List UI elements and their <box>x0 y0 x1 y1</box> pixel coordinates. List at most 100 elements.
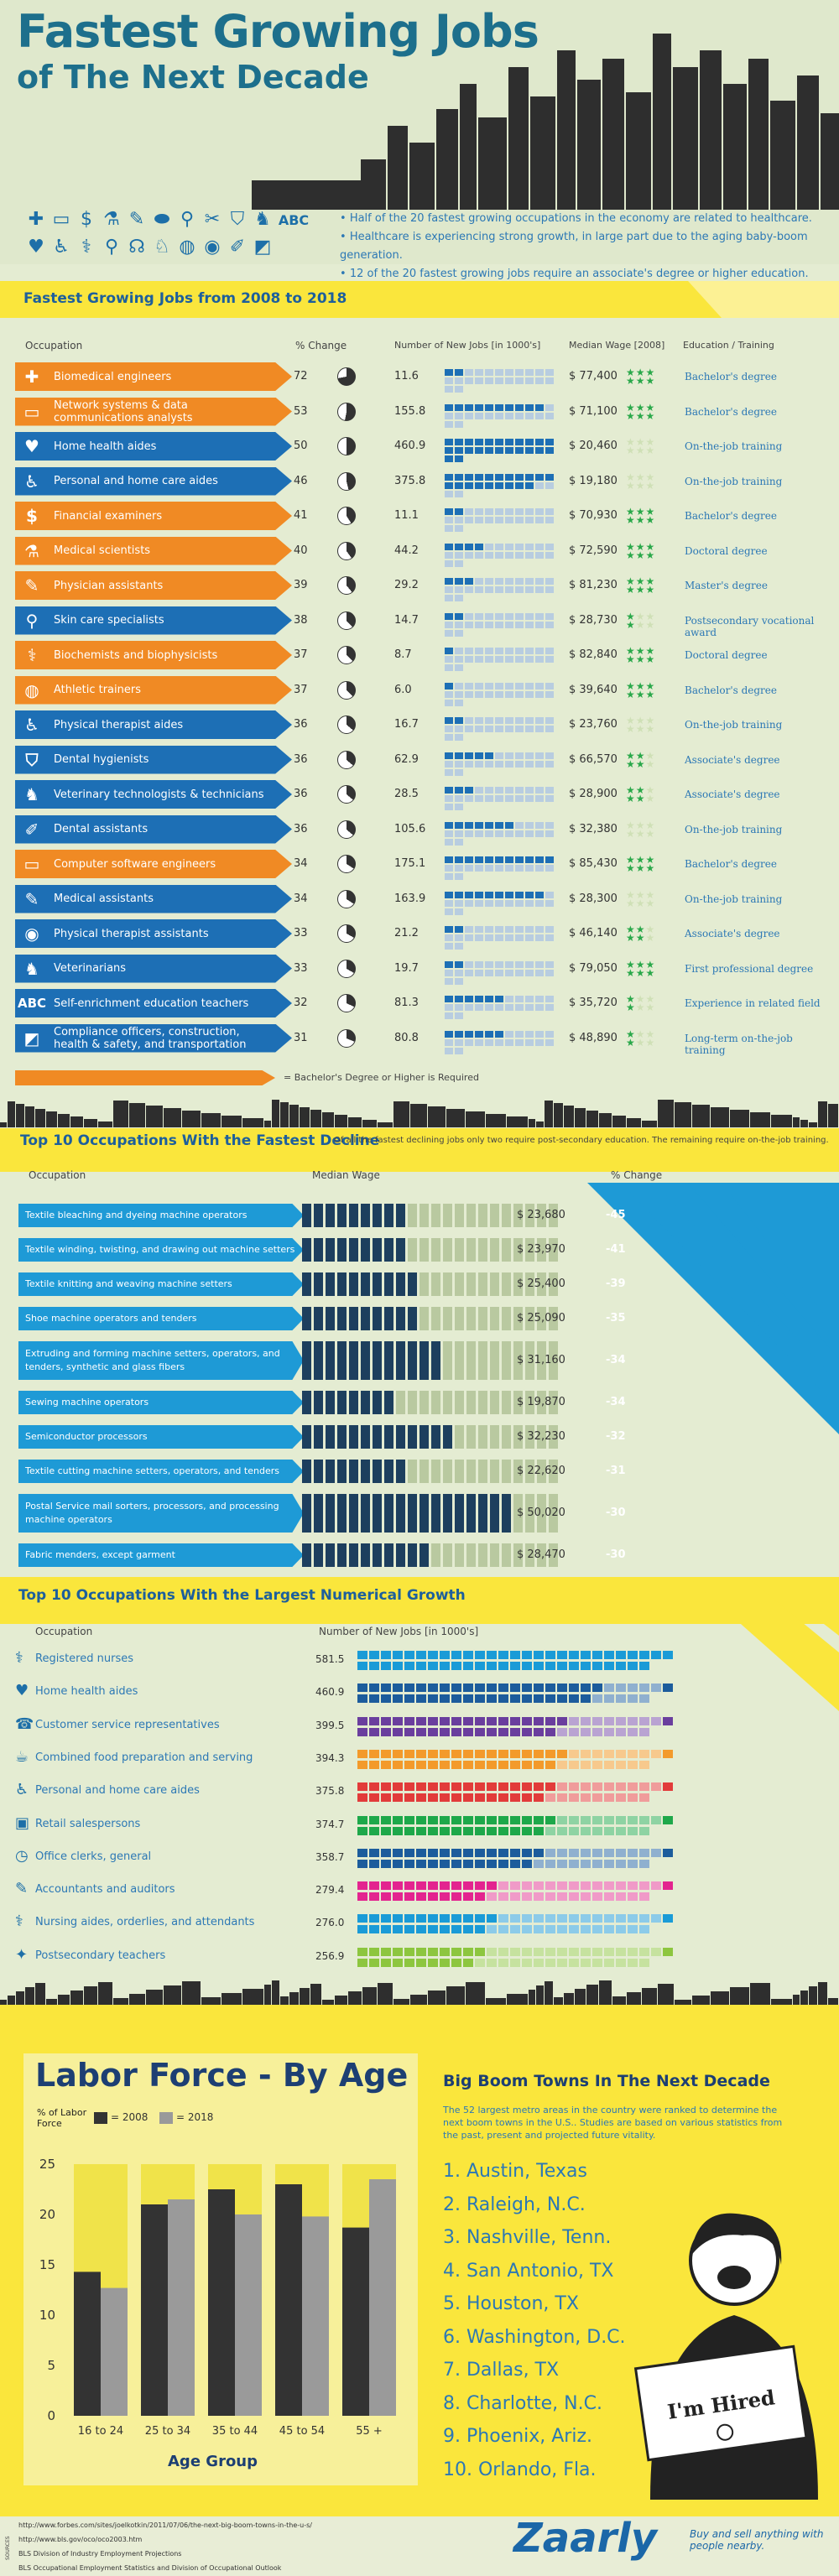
bar-cell <box>465 1038 473 1046</box>
bar-cell <box>604 1782 614 1792</box>
bar-cell <box>475 690 483 698</box>
bar-cell <box>485 726 493 732</box>
bar-cell <box>455 578 463 585</box>
bar-cell <box>515 717 524 724</box>
bar-cell <box>384 1543 393 1567</box>
bar-cell <box>525 682 534 690</box>
bar-cell <box>557 1914 567 1923</box>
building <box>599 1980 612 2005</box>
bar-cell <box>487 1815 497 1824</box>
bar-cell <box>416 1859 426 1868</box>
education: On-the-job training <box>685 440 783 452</box>
bar-cell <box>443 1543 452 1567</box>
bar-cell <box>505 682 513 690</box>
header-bullets: Half of the 20 fastest growing occupatio… <box>340 210 835 284</box>
bar-cell <box>525 481 534 489</box>
bar-cell <box>495 752 503 759</box>
building <box>16 1104 24 1127</box>
bar-cell <box>592 1947 602 1956</box>
bar-cell <box>455 960 463 968</box>
bar-cell <box>416 1684 426 1693</box>
bar-cell <box>515 612 524 620</box>
bar-cell <box>326 1341 335 1380</box>
bar-cell <box>381 1684 391 1693</box>
occupation-icon: ABC <box>17 996 47 1011</box>
bar-cell <box>431 1425 440 1449</box>
pct-change: 36 <box>294 788 308 800</box>
building <box>46 1111 57 1127</box>
bar-cell <box>616 1727 626 1736</box>
bar-cell <box>535 517 544 523</box>
median-wage: $ 77,400 <box>569 370 618 382</box>
bar-cell <box>522 1727 532 1736</box>
building <box>675 1102 691 1127</box>
new-jobs: 105.6 <box>394 822 426 835</box>
bar-cell <box>357 1662 367 1670</box>
bar-cell <box>535 648 544 654</box>
bar-cell <box>440 1793 450 1803</box>
bar-cell <box>515 899 524 907</box>
bar-cell <box>369 1958 379 1967</box>
bar-cell <box>443 1425 452 1449</box>
occupation-label: Medical assistants <box>54 892 154 905</box>
pct-pie <box>337 1028 356 1048</box>
new-jobs-bar <box>445 717 557 741</box>
star-icon: ★ <box>626 610 636 622</box>
bar-cell <box>581 1716 591 1725</box>
star-icon: ★ <box>635 827 646 840</box>
table-row: ◩ Compliance officers, construction, heal… <box>15 1023 821 1056</box>
bar-cell <box>455 804 463 810</box>
bar-cell <box>639 1848 649 1857</box>
bar-cell <box>357 1684 367 1693</box>
occupation-cell: ⚕ Biochemists and biophysicists <box>15 641 292 669</box>
decline-pct: -39 <box>606 1278 626 1290</box>
star-icon: ★ <box>645 715 656 726</box>
bar-cell <box>534 1694 544 1704</box>
source-2[interactable]: http://www.bls.gov/oco/oco2003.htm <box>18 2536 143 2543</box>
source-1[interactable]: http://www.forbes.com/sites/joelkotkin/2… <box>18 2521 312 2529</box>
microscope-icon: ⚲ <box>180 209 195 230</box>
bar-cell <box>465 891 473 898</box>
brand-logo[interactable]: Zaarly <box>513 2515 657 2562</box>
building <box>410 1995 427 2005</box>
pct-change: 37 <box>294 648 308 661</box>
occupation-label: Veterinary technologists & technicians <box>54 788 264 801</box>
bar-cell <box>455 420 463 428</box>
bar-cell <box>534 1727 544 1736</box>
bar-cell <box>616 1760 626 1769</box>
bar-cell <box>428 1947 438 1956</box>
bar-cell <box>545 1749 555 1758</box>
bar-cell <box>534 1662 544 1670</box>
bar-cell <box>485 821 493 829</box>
star-icon: ★ <box>645 679 656 692</box>
bar-cell <box>510 1859 520 1868</box>
median-wage: $ 82,840 <box>569 648 618 661</box>
boom-town: 6. Washington, D.C. <box>443 2326 626 2348</box>
bar-cell <box>445 690 453 698</box>
bar-cell <box>455 551 463 559</box>
bar-cell <box>361 1238 370 1262</box>
bar-cell <box>535 621 544 628</box>
bar-cell <box>369 1684 379 1693</box>
boom-title: Big Boom Towns In The Next Decade <box>443 2072 770 2090</box>
bar-cell <box>455 1391 464 1414</box>
bar-cell <box>445 717 453 724</box>
bar-cell <box>522 1826 532 1835</box>
bar-cell <box>592 1793 602 1803</box>
bar-cell <box>490 1272 499 1296</box>
building <box>58 1995 70 2005</box>
bar-cell <box>485 1004 493 1011</box>
bar-cell <box>384 1425 393 1449</box>
bar-cell <box>505 578 513 585</box>
star-icon: ★ <box>645 888 656 901</box>
bar-cell <box>535 717 544 724</box>
bar-cell <box>535 586 544 593</box>
bar-cell <box>326 1272 335 1296</box>
bar-cell <box>537 1494 546 1533</box>
bar-cell <box>445 996 453 1002</box>
bar-cell <box>369 1694 379 1704</box>
bar-cell <box>475 717 483 724</box>
bar-cell <box>513 1425 523 1449</box>
boom-town: 3. Nashville, Tenn. <box>443 2227 612 2248</box>
bar-cell <box>549 1307 558 1330</box>
